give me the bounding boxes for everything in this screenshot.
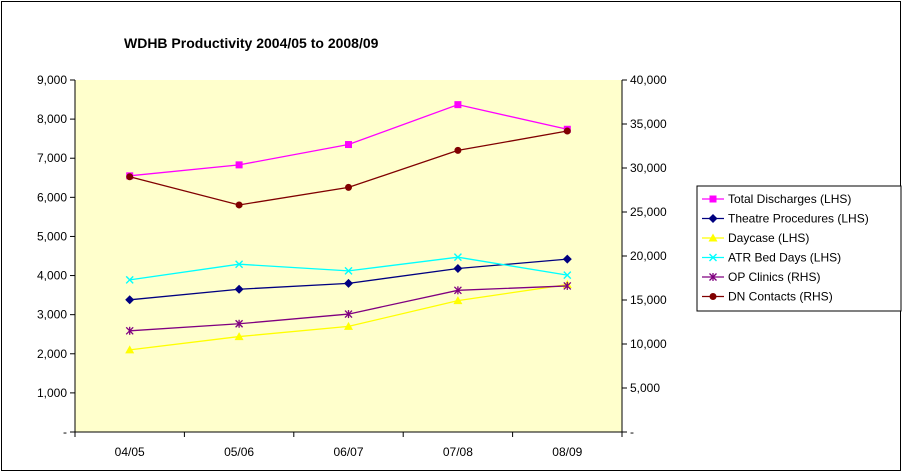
legend-marker <box>708 214 718 223</box>
y-left-tick-label: 1,000 <box>37 386 67 400</box>
chart-title: WDHB Productivity 2004/05 to 2008/09 <box>124 35 379 51</box>
data-point <box>563 281 572 290</box>
legend-marker <box>709 195 717 203</box>
legend-entry: OP Clinics (RHS) <box>702 270 820 284</box>
legend: Total Discharges (LHS) Theatre Procedures… <box>696 185 902 312</box>
data-point <box>562 254 572 264</box>
legend-entry: DN Contacts (RHS) <box>702 290 833 304</box>
legend-marker <box>708 233 718 242</box>
data-point <box>125 326 134 335</box>
data-point <box>344 321 353 330</box>
legend-entry: Theatre Procedures (LHS) <box>702 212 869 226</box>
data-point <box>125 295 135 305</box>
y-left-tick-label: 3,000 <box>37 308 67 322</box>
y-left-tick-label: 8,000 <box>37 112 67 126</box>
y-right-tick-label: 35,000 <box>630 117 667 131</box>
data-point <box>453 253 462 262</box>
legend-label: ATR Bed Days (LHS) <box>728 251 841 265</box>
y-right-tick-label: 5,000 <box>630 381 660 395</box>
legend-label: Daycase (LHS) <box>728 231 809 245</box>
legend-entry: ATR Bed Days (LHS) <box>702 251 841 265</box>
legend-box <box>696 185 902 312</box>
y-right-tick-label: 25,000 <box>630 205 667 219</box>
data-point <box>453 264 463 274</box>
data-point <box>125 275 134 284</box>
series-3 <box>125 280 572 354</box>
data-point <box>345 141 352 149</box>
data-point <box>235 319 244 328</box>
y-right-tick-label: - <box>630 425 634 439</box>
y-left-tick-label: 7,000 <box>37 151 67 165</box>
y-left-tick-label: 5,000 <box>37 229 67 243</box>
series-6 <box>126 127 571 209</box>
y-right-tick-label: 20,000 <box>630 249 667 263</box>
legend-marker <box>709 273 717 281</box>
data-point <box>235 161 243 169</box>
x-tick-label: 05/06 <box>224 445 254 459</box>
y-right-tick-label: 10,000 <box>630 337 667 351</box>
legend-label: Theatre Procedures (LHS) <box>728 212 869 226</box>
axes: - 1,000 2,000 3,000 4,000 5,000 6,000 7,000 8,00… <box>37 73 667 459</box>
legend-label: OP Clinics (RHS) <box>728 270 820 284</box>
y-right-tick-label: 15,000 <box>630 293 667 307</box>
x-tick-label: 08/09 <box>552 445 582 459</box>
data-point <box>454 101 462 109</box>
series-5 <box>125 281 572 335</box>
data-point <box>344 266 353 275</box>
data-point <box>344 278 353 288</box>
series-4 <box>125 253 572 284</box>
y-left-tick-label: - <box>63 425 67 439</box>
legend-marker <box>709 293 717 300</box>
legend-label: DN Contacts (RHS) <box>728 290 833 304</box>
data-point <box>235 260 244 269</box>
data-point <box>453 286 462 295</box>
data-point <box>563 127 571 135</box>
x-tick-label: 06/07 <box>333 445 363 459</box>
series-layer <box>125 101 572 354</box>
data-point <box>234 332 244 341</box>
legend-marker <box>709 253 717 262</box>
legend-label: Total Discharges (LHS) <box>728 192 851 206</box>
legend-entry: Total Discharges (LHS) <box>702 192 851 206</box>
data-point <box>345 183 352 191</box>
legend-entry: Daycase (LHS) <box>702 231 809 245</box>
y-left-tick-label: 2,000 <box>37 347 67 361</box>
y-left-tick-label: 9,000 <box>37 73 67 87</box>
data-point <box>125 345 135 354</box>
data-point <box>344 310 353 319</box>
plot-area <box>75 80 622 432</box>
data-point <box>563 271 572 280</box>
y-right-tick-label: 30,000 <box>630 161 667 175</box>
data-point <box>235 201 243 209</box>
x-tick-label: 04/05 <box>115 445 145 459</box>
series-2 <box>125 254 572 305</box>
data-point <box>126 173 134 181</box>
y-left-tick-label: 6,000 <box>37 190 67 204</box>
data-point <box>454 146 462 154</box>
y-right-tick-label: 40,000 <box>630 73 667 87</box>
plot-background <box>75 80 622 432</box>
y-left-tick-label: 4,000 <box>37 269 67 283</box>
data-point <box>453 296 463 305</box>
x-tick-label: 07/08 <box>443 445 473 459</box>
data-point <box>234 284 244 294</box>
